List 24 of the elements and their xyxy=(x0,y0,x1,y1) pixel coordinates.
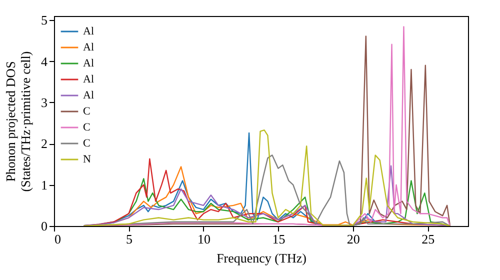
x-tick-label: 25 xyxy=(422,232,435,246)
x-axis-title: Frequency (THz) xyxy=(216,250,306,266)
x-tick-label: 10 xyxy=(197,232,210,246)
y-tick-label: 2 xyxy=(41,136,48,152)
x-tick-label: 15 xyxy=(272,232,286,246)
legend-label: Al xyxy=(83,74,94,86)
y-axis-title: Phonon projected DOS (States/THz·primitive cell) xyxy=(3,51,33,192)
x-tick-label: 20 xyxy=(346,232,360,246)
legend-label: N xyxy=(83,154,91,166)
y-tick-label: 0 xyxy=(41,218,48,234)
y-tick-label: 3 xyxy=(41,94,48,110)
legend-label: C xyxy=(83,138,90,150)
legend-label: Al xyxy=(83,26,94,38)
legend-label: Al xyxy=(83,58,94,70)
legend-label: Al xyxy=(83,42,94,54)
legend-label: Al xyxy=(83,90,94,102)
legend-label: C xyxy=(83,106,90,118)
x-tick-label: 5 xyxy=(126,232,132,246)
y-tick-label: 4 xyxy=(41,54,48,69)
legend-label: C xyxy=(83,122,90,134)
y-tick-label: 1 xyxy=(41,177,48,192)
y-tick-label: 5 xyxy=(41,12,48,28)
line-series xyxy=(83,129,451,226)
x-tick-label: 0 xyxy=(54,232,61,246)
